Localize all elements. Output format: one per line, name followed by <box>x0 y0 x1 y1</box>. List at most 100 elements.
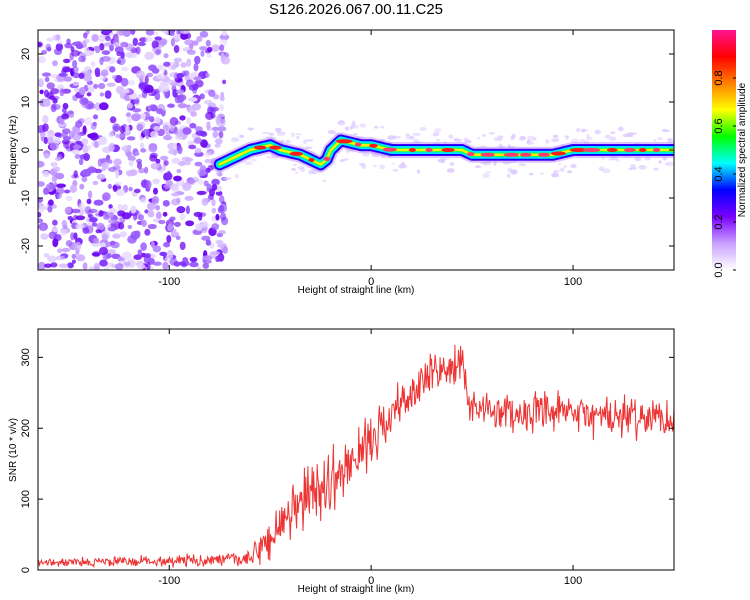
noise-blob <box>50 88 59 95</box>
noise-blob <box>99 57 104 66</box>
noise-blob <box>173 57 183 63</box>
colorbar-tick-label: 0.8 <box>713 70 725 85</box>
noise-blob <box>50 73 59 79</box>
noise-blob <box>52 238 59 248</box>
noise-blob <box>211 178 220 186</box>
faint-blob <box>539 172 544 175</box>
noise-blob <box>137 249 142 256</box>
noise-blob <box>126 151 133 158</box>
noise-blob <box>162 261 169 270</box>
noise-blob <box>145 180 152 190</box>
faint-blob <box>296 136 300 140</box>
noise-blob <box>133 254 142 260</box>
faint-blob <box>262 131 271 135</box>
y-tick-label: -10 <box>20 190 32 206</box>
noise-blob <box>201 221 207 229</box>
noise-blob <box>177 160 186 167</box>
faint-blob <box>581 128 586 133</box>
faint-blob <box>608 138 617 141</box>
colorbar-tick-label: 0.6 <box>713 118 725 133</box>
noise-blob <box>78 158 84 166</box>
ridge-hotspot <box>253 145 267 150</box>
faint-blob <box>234 174 239 179</box>
ridge-hotspot <box>638 148 647 152</box>
noise-blob <box>216 118 226 127</box>
noise-blob <box>122 30 131 37</box>
ridge-hotspot <box>606 148 618 152</box>
faint-blob <box>496 136 503 142</box>
noise-blob <box>163 183 171 189</box>
noise-blob <box>52 227 58 233</box>
noise-blob <box>200 50 205 57</box>
faint-blob <box>579 139 585 142</box>
noise-blob <box>171 231 180 237</box>
noise-blob <box>55 43 64 52</box>
noise-blob <box>197 168 207 177</box>
noise-blob <box>186 106 197 114</box>
noise-blob <box>153 126 161 131</box>
noise-blob <box>71 132 82 141</box>
noise-blob <box>120 41 129 48</box>
ridge-hotspot <box>441 148 455 152</box>
noise-blob <box>219 33 230 41</box>
noise-blob <box>40 233 49 240</box>
noise-blob <box>106 82 116 87</box>
noise-blob <box>162 200 170 207</box>
noise-blob <box>156 128 165 137</box>
noise-blob <box>47 255 57 263</box>
noise-blob <box>103 267 109 270</box>
noise-blob <box>38 56 46 64</box>
noise-blob <box>50 103 57 113</box>
noise-blob <box>64 206 72 214</box>
faint-blob <box>248 128 253 131</box>
noise-blob <box>46 82 55 90</box>
noise-blob <box>155 205 161 211</box>
noise-blob <box>54 156 61 162</box>
snr-panel: -100 0 100 0 100 200 300 Height of straight l… <box>8 328 675 595</box>
noise-blob <box>54 132 62 137</box>
faint-blob <box>464 139 472 144</box>
noise-blob <box>109 116 117 124</box>
ridge-hotspot <box>269 145 282 150</box>
noise-blob <box>98 34 106 42</box>
faint-blob <box>616 158 620 163</box>
noise-blob <box>81 176 88 183</box>
noise-blob <box>218 230 226 235</box>
noise-blob <box>91 222 98 227</box>
noise-blob <box>166 170 172 179</box>
noise-blob <box>166 253 174 260</box>
colorbar-tick-label: 0.4 <box>713 166 725 181</box>
ridge-hotspot <box>480 152 495 157</box>
chart-title: S126.2026.067.00.11.C25 <box>268 1 444 18</box>
noise-blob <box>176 72 184 79</box>
noise-blob <box>87 221 93 227</box>
noise-blob <box>72 125 81 133</box>
noise-blob <box>185 205 190 215</box>
noise-blob <box>112 233 121 239</box>
noise-blob <box>52 219 58 226</box>
faint-blob <box>602 168 611 174</box>
noise-blob <box>153 187 158 195</box>
faint-blob <box>305 139 314 142</box>
noise-blob <box>112 75 117 80</box>
noise-blob <box>117 203 123 212</box>
faint-blob <box>275 127 282 132</box>
noise-blob <box>99 242 106 249</box>
noise-blob <box>136 123 144 132</box>
x-tick-label: 100 <box>564 276 582 288</box>
x-tick-label: -100 <box>158 575 180 587</box>
faint-blob <box>509 169 518 175</box>
faint-blob <box>437 158 445 163</box>
noise-blob <box>101 233 109 243</box>
noise-blob <box>194 148 202 154</box>
snr-background <box>38 329 674 570</box>
noise-blob <box>92 121 97 127</box>
noise-blob <box>186 117 191 125</box>
y-tick-label: -20 <box>20 238 32 254</box>
ridge-hotspot <box>520 152 532 157</box>
noise-blob <box>113 41 120 48</box>
faint-blob <box>506 173 511 179</box>
faint-blob <box>238 134 245 138</box>
noise-blob <box>94 45 101 54</box>
